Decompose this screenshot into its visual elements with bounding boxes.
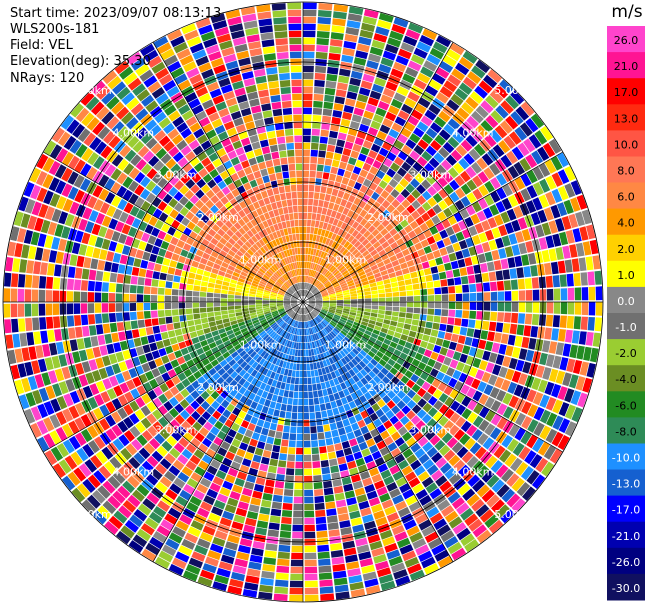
colorbar-tick-label: -6.0 [615, 399, 636, 412]
colorbar-swatch [607, 365, 645, 392]
azimuth-line-150 [302, 301, 454, 562]
colorbar-tick-label: -4.0 [615, 373, 636, 386]
azimuth-line-210 [152, 301, 304, 562]
radial-velocity-field [3, 2, 603, 602]
colorbar-tick-label: 8.0 [617, 165, 635, 178]
range-ring-label: 4.00km [452, 126, 494, 139]
azimuth-line-300 [43, 151, 304, 303]
colorbar-tick-label: 0.0 [617, 295, 635, 308]
velocity-colorbar: m/s 26.0 21.0 17.0 13.0 10.0 8.0 6.0 4.0 2.0 1.0 0.… [607, 2, 645, 601]
colorbar-tick-label: 4.0 [617, 217, 635, 230]
colorbar-tick-label: -26.0 [612, 556, 640, 569]
colorbar-unit: m/s [611, 2, 642, 22]
colorbar-swatch [607, 156, 645, 184]
colorbar-swatch [607, 260, 645, 288]
range-ring-label: 5.00km [494, 508, 536, 521]
colorbar-swatch [607, 521, 645, 549]
colorbar-tick-label: -2.0 [615, 347, 636, 360]
azimuth-line-120 [302, 301, 563, 453]
colorbar-swatch [607, 130, 645, 157]
range-ring-label: 2.00km [367, 381, 409, 394]
colorbar-swatch [607, 417, 645, 444]
colorbar-swatch [607, 573, 645, 601]
range-ring-label: 3.00km [155, 423, 197, 436]
colorbar-swatch [607, 208, 645, 236]
colorbar-swatch [607, 547, 645, 575]
range-ring-label: 3.00km [410, 423, 452, 436]
colorbar-tick-label: 17.0 [614, 86, 639, 99]
colorbar-swatch [607, 391, 645, 418]
colorbar-swatch [607, 339, 645, 366]
colorbar-tick-label: 26.0 [614, 34, 639, 47]
ppi-scan-plot: 1.00km 1.00km 1.00km 1.00km 2.00km 2.00km 2.00… [2, 1, 604, 603]
colorbar-tick-label: 1.0 [617, 269, 635, 282]
colorbar-tick-label: 10.0 [614, 138, 639, 151]
instrument-label: WLS200s-181 [10, 22, 100, 37]
colorbar-swatch [607, 182, 645, 210]
azimuth-line-60 [302, 151, 563, 303]
colorbar-swatch [607, 443, 645, 471]
start-time-label: Start time: 2023/09/07 08:13:13 [10, 6, 222, 21]
colorbar-tick-label: 21.0 [614, 60, 639, 73]
colorbar-tick-label: -1.0 [615, 321, 636, 334]
colorbar-tick-label: -13.0 [612, 478, 640, 491]
range-ring-label: 1.00km [325, 254, 367, 267]
field-label: Field: VEL [10, 38, 73, 53]
colorbar-swatch [607, 104, 645, 131]
azimuth-line-330 [152, 42, 304, 303]
range-ring-label: 4.00km [113, 466, 155, 479]
range-ring-label: 3.00km [410, 169, 452, 182]
azimuth-line-30 [302, 42, 454, 303]
range-ring-label: 4.00km [452, 466, 494, 479]
azimuth-line-240 [43, 301, 304, 453]
colorbar-tick-label: 2.0 [617, 243, 635, 256]
range-ring-label: 2.00km [197, 211, 239, 224]
colorbar-swatch [607, 52, 645, 79]
range-ring-label: 1.00km [240, 254, 282, 267]
colorbar-swatch [607, 26, 645, 53]
range-ring-label: 5.00km [70, 84, 112, 97]
range-ring-label: 2.00km [367, 211, 409, 224]
colorbar-tick-label: -21.0 [612, 530, 640, 543]
colorbar-swatch [607, 495, 645, 523]
range-ring-label: 2.00km [197, 381, 239, 394]
range-ring-label: 3.00km [155, 169, 197, 182]
colorbar-tick-label: 13.0 [614, 112, 639, 125]
colorbar-swatch [607, 234, 645, 262]
range-ring-label: 5.00km [70, 508, 112, 521]
colorbar-tick-label: -30.0 [612, 582, 640, 595]
range-ring-label: 5.00km [494, 84, 536, 97]
colorbar-tick-label: -10.0 [612, 452, 640, 465]
range-ring-label: 4.00km [113, 126, 155, 139]
colorbar-tick-label: -17.0 [612, 504, 640, 517]
colorbar-swatch [607, 469, 645, 497]
colorbar-swatch [607, 286, 645, 314]
colorbar-tick-label: -8.0 [615, 425, 636, 438]
range-ring-label: 1.00km [240, 338, 282, 351]
colorbar-swatch [607, 313, 645, 340]
range-ring-label: 1.00km [325, 338, 367, 351]
nrays-label: NRays: 120 [10, 71, 85, 86]
elevation-label: Elevation(deg): 35.30 [10, 54, 151, 69]
colorbar-tick-label: 6.0 [617, 191, 635, 204]
colorbar-swatch [607, 78, 645, 105]
